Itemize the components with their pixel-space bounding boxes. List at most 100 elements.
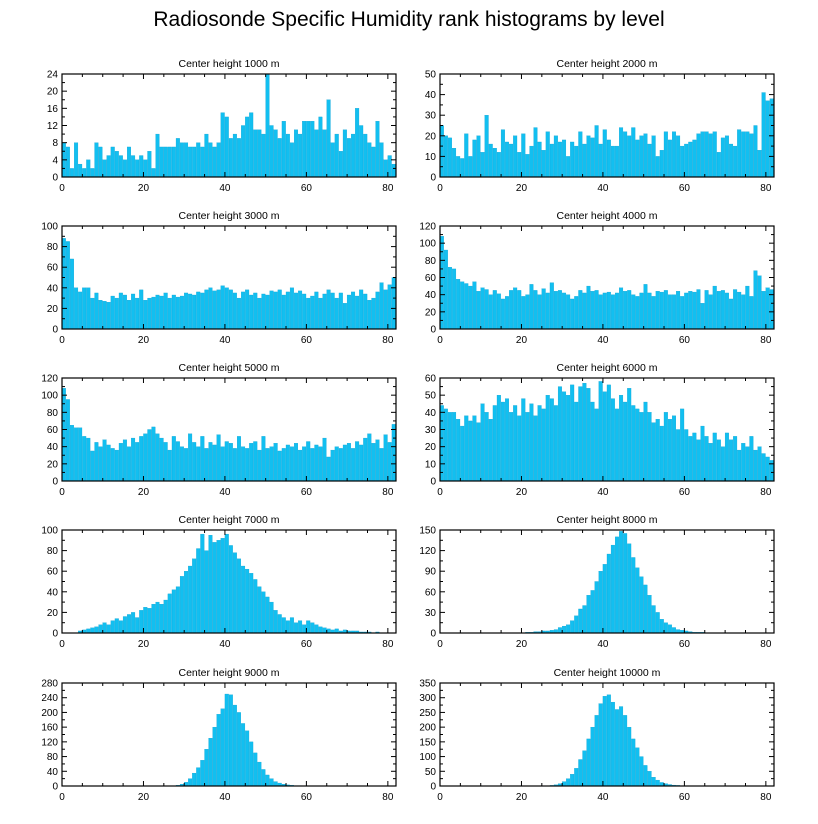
histogram-bar — [228, 694, 233, 787]
histogram-bar — [359, 289, 364, 330]
y-tick-label: 4 — [52, 155, 58, 166]
histogram-bar — [151, 604, 156, 634]
y-tick-label: 100 — [41, 526, 58, 537]
histogram-bar — [196, 548, 201, 634]
histogram-bar — [745, 285, 750, 330]
x-tick-label: 60 — [679, 792, 691, 803]
y-tick-label: 280 — [41, 679, 58, 690]
histogram-bar — [500, 401, 505, 482]
histogram-bar — [659, 291, 664, 330]
histogram-bar — [606, 291, 611, 330]
histogram-bar — [639, 292, 644, 330]
histogram-bar — [643, 133, 648, 178]
histogram-bar — [443, 249, 448, 330]
histogram-bar — [676, 135, 681, 178]
histogram-bar — [606, 694, 611, 787]
histogram-bar — [351, 133, 356, 178]
histogram-bar — [387, 284, 392, 330]
histogram-bar — [289, 287, 294, 330]
histogram-bar — [249, 443, 254, 482]
x-tick-label: 80 — [760, 335, 772, 346]
histogram-bar — [655, 612, 660, 634]
histogram-bar — [110, 448, 115, 482]
histogram-bar — [78, 163, 83, 178]
x-tick-label: 20 — [138, 335, 150, 346]
histogram-bar — [253, 752, 258, 787]
histogram-bar — [700, 425, 705, 482]
histogram-bar — [488, 294, 493, 330]
histogram-bar — [147, 608, 152, 634]
histogram-bar — [220, 708, 225, 787]
histogram-bar — [196, 767, 201, 787]
histogram-bar — [65, 146, 70, 178]
histogram-bar — [745, 131, 750, 178]
histogram-bar — [277, 614, 282, 634]
histogram-bar — [98, 446, 103, 482]
panel-title: Center height 8000 m — [557, 514, 658, 526]
y-tick-label: 100 — [419, 239, 436, 250]
histogram-bar — [310, 121, 315, 178]
histogram-bar — [208, 142, 213, 178]
histogram-bar — [245, 448, 250, 482]
histogram-bar — [505, 296, 509, 330]
histogram-bar — [443, 408, 448, 482]
histogram-bar — [582, 143, 587, 178]
histogram-bar — [651, 135, 656, 178]
histogram-bar — [663, 290, 668, 330]
histogram-bar — [533, 415, 538, 482]
histogram-bar — [598, 571, 603, 634]
y-tick-label: 80 — [47, 546, 59, 557]
x-tick-label: 0 — [59, 792, 65, 803]
histogram-bar — [590, 291, 595, 330]
histogram-bar — [265, 774, 270, 787]
y-tick-label: 100 — [419, 752, 436, 763]
histogram-bar — [570, 298, 575, 330]
histogram-bar — [598, 381, 603, 482]
y-tick-label: 50 — [425, 767, 437, 778]
histogram-bar — [232, 292, 237, 330]
histogram-bar — [204, 448, 209, 482]
x-tick-label: 40 — [597, 183, 609, 194]
x-tick-label: 0 — [437, 487, 443, 498]
histogram-bar — [456, 279, 461, 330]
y-tick-label: 120 — [41, 737, 58, 748]
histogram-bar — [452, 412, 457, 482]
histogram-bar — [131, 437, 136, 482]
histogram-bar — [192, 442, 197, 482]
histogram-bar — [241, 291, 246, 330]
histogram-bar — [151, 296, 156, 330]
histogram-bar — [647, 412, 652, 482]
histogram-bar — [757, 446, 762, 482]
histogram-bar — [82, 168, 87, 178]
x-tick-label: 40 — [219, 487, 231, 498]
histogram-bar — [151, 426, 156, 482]
y-tick-label: 0 — [430, 782, 436, 793]
histogram-bar — [712, 285, 717, 330]
histogram-bar — [342, 303, 347, 330]
histogram-bar — [322, 627, 327, 634]
histogram-bar — [737, 449, 742, 482]
histogram-bar — [684, 429, 689, 482]
histogram-bar — [151, 168, 156, 178]
histogram-bar — [720, 446, 725, 482]
histogram-bar — [480, 287, 485, 330]
histogram-bar — [610, 544, 615, 634]
histogram-bar — [737, 129, 742, 178]
histogram-bar — [476, 422, 481, 482]
histogram-bar — [135, 297, 140, 330]
histogram-bar — [769, 289, 774, 330]
histogram-bar — [188, 146, 193, 178]
y-tick-label: 20 — [47, 304, 59, 315]
histogram-bar — [102, 301, 107, 330]
histogram-bar — [188, 433, 193, 482]
histogram-bar — [574, 768, 579, 787]
histogram-bar — [355, 441, 360, 482]
histogram-bar — [488, 143, 493, 178]
histogram-bar — [236, 138, 241, 178]
histogram-bar — [639, 576, 644, 634]
histogram-bar — [598, 703, 603, 787]
histogram-bar — [224, 533, 229, 634]
histogram-bar — [106, 624, 111, 634]
histogram-bar — [484, 289, 489, 330]
panel-10: Center height 10000 m 0 20 40 60 80 0 50 100 150 2… — [419, 667, 775, 803]
